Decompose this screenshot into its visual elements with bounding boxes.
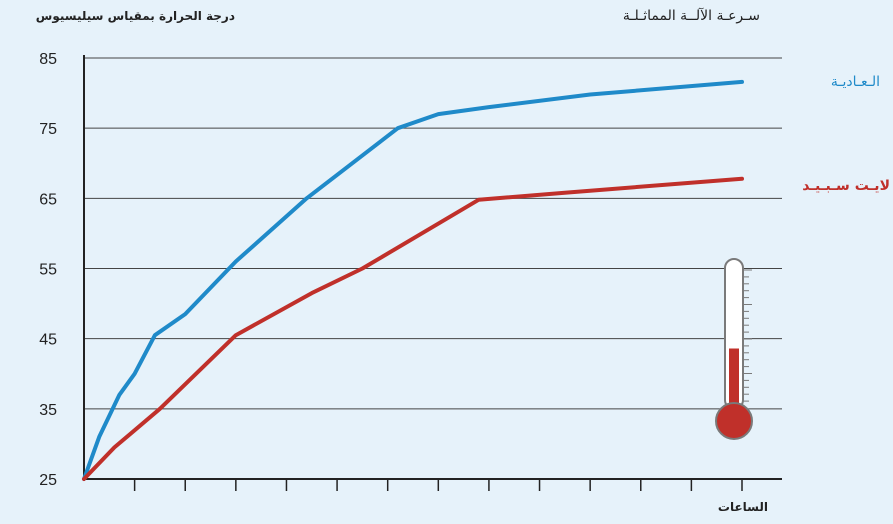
y-tick-label: 45 [39, 332, 57, 349]
y-tick-labels: 25 35 45 55 65 75 85 [39, 51, 57, 489]
x-axis-label: الساعات [718, 500, 768, 514]
series-line-0 [82, 79, 744, 481]
series [82, 79, 744, 481]
axes [83, 55, 782, 481]
legend-light-label: لايـت سـبـيـد [802, 178, 890, 194]
grid [84, 57, 782, 410]
y-tick-label: 25 [39, 472, 57, 489]
y-tick-label: 55 [39, 262, 57, 279]
y-tick-label: 65 [39, 191, 57, 208]
thermometer-icon [715, 258, 753, 440]
legend-normal-label: الـعـاديـة [831, 74, 880, 90]
y-tick-label: 85 [39, 51, 57, 68]
thermometer-fill [729, 348, 739, 416]
y-tick-label: 35 [39, 402, 57, 419]
series-line-1 [82, 176, 744, 481]
y-axis-label: درجة الحرارة بمقياس سيليسيوس [36, 9, 235, 24]
y-tick-label: 75 [39, 121, 57, 138]
chart-title: سـرعـة الآلــة المماثـلـة [623, 8, 760, 24]
thermometer-scale [743, 269, 752, 402]
x-ticks [133, 478, 743, 491]
